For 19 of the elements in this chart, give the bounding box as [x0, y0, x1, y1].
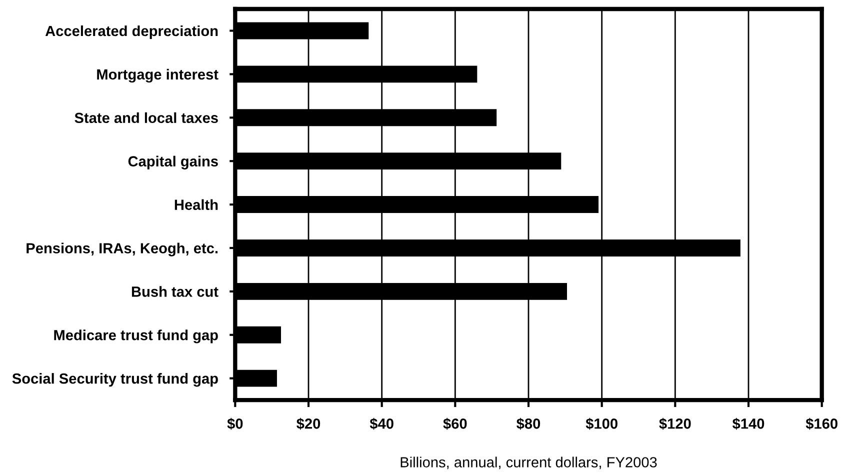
y-tick-label: Social Security trust fund gap: [12, 373, 218, 387]
x-tick-label: $0: [227, 418, 243, 430]
x-tick-label: $40: [370, 418, 394, 430]
y-tick-label: Medicare trust fund gap: [54, 330, 218, 344]
x-tick-label: $80: [516, 418, 540, 430]
x-axis-title: Billions, annual, current dollars, FY2003: [400, 456, 657, 470]
y-tick-label: Health: [174, 199, 218, 210]
x-tick-label: $160: [806, 418, 838, 430]
x-tick-label: $20: [296, 418, 320, 430]
y-tick-label: Pensions, IRAs, Keogh, etc.: [26, 242, 218, 256]
x-tick-label: $140: [732, 418, 764, 430]
y-tick-label: State and local taxes: [74, 112, 218, 124]
y-tick-label: Mortgage interest: [97, 68, 218, 83]
y-tick-label: Accelerated depreciation: [45, 25, 218, 40]
x-tick-label: $120: [659, 418, 691, 430]
x-tick-label: $100: [586, 418, 618, 430]
y-tick-label: Bush tax cut: [132, 286, 218, 297]
x-tick-label: $60: [443, 418, 467, 430]
y-tick-label: Capital gains: [128, 156, 218, 170]
